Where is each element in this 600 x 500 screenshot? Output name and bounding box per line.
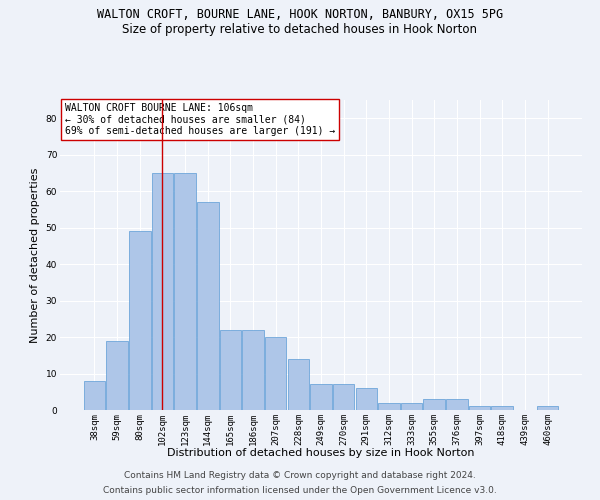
Bar	[129, 232, 151, 410]
Bar	[220, 330, 241, 410]
Bar	[287, 359, 309, 410]
Bar	[356, 388, 377, 410]
Bar	[333, 384, 355, 410]
Bar	[242, 330, 264, 410]
Bar	[152, 173, 173, 410]
Text: WALTON CROFT, BOURNE LANE, HOOK NORTON, BANBURY, OX15 5PG: WALTON CROFT, BOURNE LANE, HOOK NORTON, …	[97, 8, 503, 20]
Bar	[378, 402, 400, 410]
Bar	[424, 399, 445, 410]
Bar	[537, 406, 558, 410]
Bar	[491, 406, 513, 410]
Text: Contains HM Land Registry data © Crown copyright and database right 2024.: Contains HM Land Registry data © Crown c…	[124, 471, 476, 480]
Text: Size of property relative to detached houses in Hook Norton: Size of property relative to detached ho…	[122, 22, 478, 36]
Text: WALTON CROFT BOURNE LANE: 106sqm
← 30% of detached houses are smaller (84)
69% o: WALTON CROFT BOURNE LANE: 106sqm ← 30% o…	[65, 103, 335, 136]
Y-axis label: Number of detached properties: Number of detached properties	[30, 168, 40, 342]
Bar	[106, 340, 128, 410]
Bar	[265, 337, 286, 410]
Bar	[197, 202, 218, 410]
Bar	[175, 173, 196, 410]
Bar	[310, 384, 332, 410]
Text: Distribution of detached houses by size in Hook Norton: Distribution of detached houses by size …	[167, 448, 475, 458]
Bar	[401, 402, 422, 410]
Bar	[84, 381, 105, 410]
Bar	[469, 406, 490, 410]
Bar	[446, 399, 467, 410]
Text: Contains public sector information licensed under the Open Government Licence v3: Contains public sector information licen…	[103, 486, 497, 495]
